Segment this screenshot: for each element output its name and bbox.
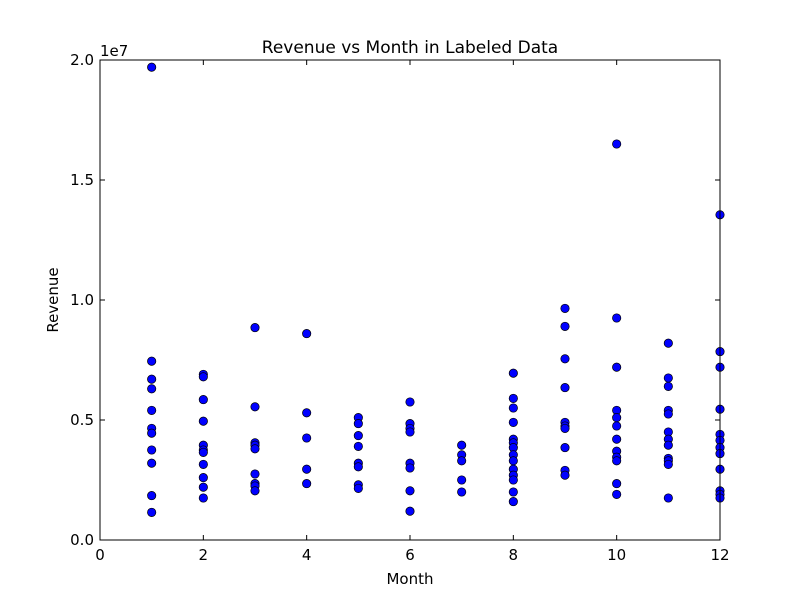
data-point (560, 443, 570, 453)
data-point (508, 368, 518, 378)
data-point (508, 403, 518, 413)
y-axis-label: Revenue (44, 267, 62, 332)
x-tick-label: 0 (95, 546, 105, 564)
data-point (560, 470, 570, 480)
data-point (663, 373, 673, 383)
data-point (612, 456, 622, 466)
x-tick-label: 4 (302, 546, 312, 564)
data-point (612, 479, 622, 489)
data-point (663, 409, 673, 419)
y-tick-label: 2.0 (70, 51, 94, 69)
data-point (353, 462, 363, 472)
x-tick-label: 10 (607, 546, 626, 564)
data-point (612, 434, 622, 444)
data-point (198, 482, 208, 492)
data-point (508, 393, 518, 403)
data-point (663, 440, 673, 450)
data-point (457, 440, 467, 450)
data-point (250, 469, 260, 479)
data-point (508, 487, 518, 497)
data-point (560, 383, 570, 393)
data-point (147, 405, 157, 415)
chart-title: Revenue vs Month in Labeled Data (262, 38, 558, 58)
x-tick-label: 8 (509, 546, 519, 564)
y-tick-label: 0.5 (70, 411, 94, 429)
x-tick-label: 2 (199, 546, 209, 564)
data-point (612, 313, 622, 323)
data-point (353, 431, 363, 441)
data-point (302, 329, 312, 339)
data-point (147, 445, 157, 455)
data-point (302, 464, 312, 474)
data-point (560, 303, 570, 313)
data-point (663, 381, 673, 391)
data-point (457, 487, 467, 497)
data-point (663, 459, 673, 469)
data-point (663, 338, 673, 348)
data-point (405, 463, 415, 473)
data-point (198, 459, 208, 469)
data-point (302, 408, 312, 418)
data-point (405, 427, 415, 437)
data-point (198, 447, 208, 457)
data-point (147, 428, 157, 438)
data-point (353, 483, 363, 493)
data-point (612, 139, 622, 149)
data-point (508, 497, 518, 507)
data-point (405, 506, 415, 516)
data-point (612, 413, 622, 423)
x-tick-label: 6 (405, 546, 415, 564)
data-point (457, 456, 467, 466)
data-point (198, 493, 208, 503)
data-point (198, 473, 208, 483)
data-point (560, 321, 570, 331)
data-point (198, 372, 208, 382)
y-tick-label: 1.0 (70, 291, 94, 309)
data-point (405, 486, 415, 496)
axis-ticks: 0 2 4 6 8 10 12 0.0 0.5 1.0 1.5 2.0 (70, 51, 729, 564)
data-point (508, 475, 518, 485)
data-point (147, 356, 157, 366)
plot-area-frame (99, 59, 721, 541)
data-point (612, 362, 622, 372)
data-point (147, 384, 157, 394)
data-point (147, 374, 157, 384)
y-axis-offset-label: 1e7 (100, 42, 128, 60)
data-point (250, 486, 260, 496)
data-point (457, 475, 467, 485)
data-point (508, 456, 518, 466)
y-tick-label: 0.0 (70, 531, 94, 549)
data-point (302, 433, 312, 443)
data-point (612, 489, 622, 499)
data-point (147, 62, 157, 72)
data-point (147, 458, 157, 468)
data-point (250, 402, 260, 412)
data-point (405, 397, 415, 407)
data-point (198, 416, 208, 426)
data-point (250, 444, 260, 454)
data-points (147, 62, 725, 517)
data-point (612, 421, 622, 431)
data-point (198, 395, 208, 405)
x-axis-label: Month (386, 570, 433, 588)
data-point (353, 441, 363, 451)
data-point (560, 423, 570, 433)
y-tick-label: 1.5 (70, 171, 94, 189)
data-point (147, 491, 157, 501)
data-point (147, 507, 157, 517)
data-point (353, 419, 363, 429)
data-point (663, 493, 673, 503)
x-tick-label: 12 (710, 546, 729, 564)
data-point (560, 354, 570, 364)
data-point (250, 323, 260, 333)
data-point (302, 479, 312, 489)
data-point (508, 417, 518, 427)
